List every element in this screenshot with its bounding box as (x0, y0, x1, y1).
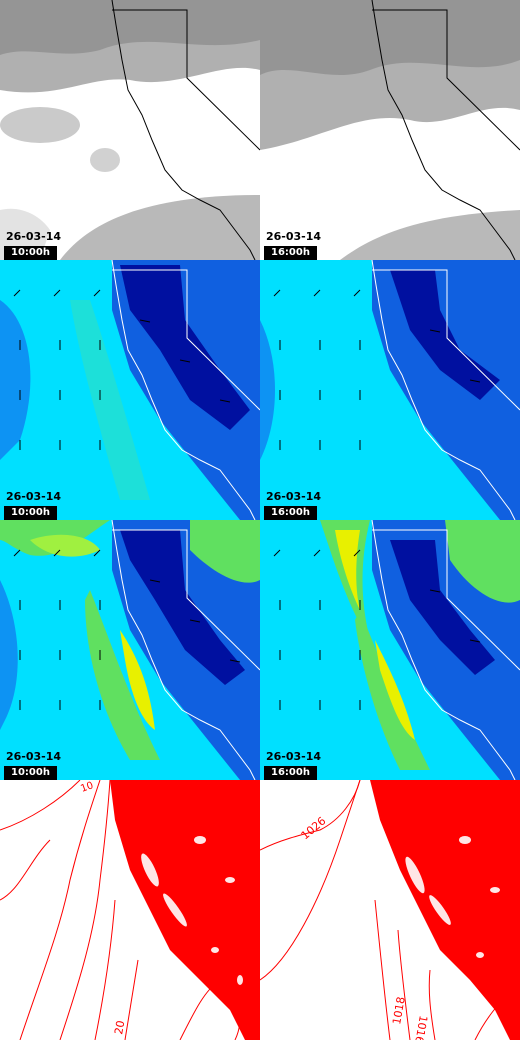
date-label: 26-03-14 (6, 230, 62, 243)
pressure-map-panel-right: 1026 1018 1016 (260, 780, 520, 1040)
pressure-map-graphic: 10 20 (0, 780, 260, 1040)
timestamp-label: 26-03-14 10:00h (4, 750, 61, 780)
wind-map-panel-16h-2: 26-03-14 16:00h (260, 520, 520, 780)
time-label: 10:00h (4, 246, 57, 260)
time-label: 16:00h (264, 766, 317, 780)
wind-map-graphic (0, 520, 260, 780)
date-label: 26-03-14 (266, 750, 322, 763)
wind-arrows (273, 549, 481, 710)
time-label: 16:00h (264, 506, 317, 520)
wind-map-panel-10h: 26-03-14 10:00h (0, 260, 260, 520)
wind-map-graphic (260, 260, 520, 520)
cloud-map-graphic (0, 0, 260, 260)
pressure-map-panel-left: 10 20 (0, 780, 260, 1040)
date-label: 26-03-14 (266, 230, 322, 243)
wind-map-graphic (0, 260, 260, 520)
wind-map-graphic (260, 520, 520, 780)
wind-arrows (13, 289, 231, 450)
date-label: 26-03-14 (266, 490, 322, 503)
time-label: 16:00h (264, 246, 317, 260)
cloud-map-panel-10h: 26-03-14 10:00h (0, 0, 260, 260)
timestamp-label: 26-03-14 10:00h (4, 230, 61, 260)
cloud-map-panel-16h: 26-03-14 16:00h (260, 0, 520, 260)
wind-map-panel-10h-2: 26-03-14 10:00h (0, 520, 260, 780)
timestamp-label: 26-03-14 16:00h (264, 490, 321, 520)
date-label: 26-03-14 (6, 750, 62, 763)
wind-map-panel-16h: 26-03-14 16:00h (260, 260, 520, 520)
isobar-label: 20 (112, 1019, 127, 1035)
time-label: 10:00h (4, 506, 57, 520)
cloud-map-graphic (260, 0, 520, 260)
isobar-label: 1016 (412, 1014, 430, 1040)
isobar-label: 10 (79, 780, 95, 795)
date-label: 26-03-14 (6, 490, 62, 503)
wind-arrows (13, 549, 241, 710)
time-label: 10:00h (4, 766, 57, 780)
timestamp-label: 26-03-14 16:00h (264, 750, 321, 780)
wind-arrows (273, 289, 481, 450)
timestamp-label: 26-03-14 16:00h (264, 230, 321, 260)
timestamp-label: 26-03-14 10:00h (4, 490, 61, 520)
isobar-label: 1018 (390, 996, 408, 1026)
pressure-map-graphic: 1026 1018 1016 (260, 780, 520, 1040)
